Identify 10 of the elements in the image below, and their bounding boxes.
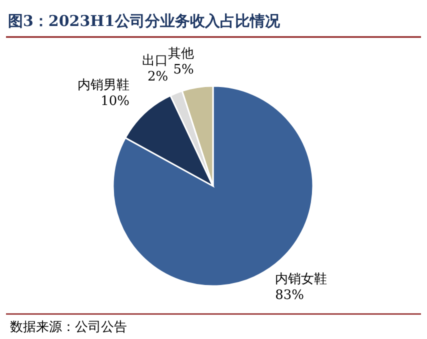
data-label: 5% xyxy=(173,62,194,78)
slice-label: 出口 xyxy=(142,54,168,69)
source-note: 数据来源：公司公告 xyxy=(10,320,127,335)
data-label: 10% xyxy=(100,94,130,110)
data-label: 2% xyxy=(147,70,168,85)
slice-label: 其他 xyxy=(168,46,194,62)
data-label: 83% xyxy=(275,288,304,304)
slice-label: 内销女鞋 xyxy=(275,272,328,288)
slice-label: 内销男鞋 xyxy=(77,78,130,94)
chart-title: 图3：2023H1公司分业务收入占比情况 xyxy=(8,12,281,30)
